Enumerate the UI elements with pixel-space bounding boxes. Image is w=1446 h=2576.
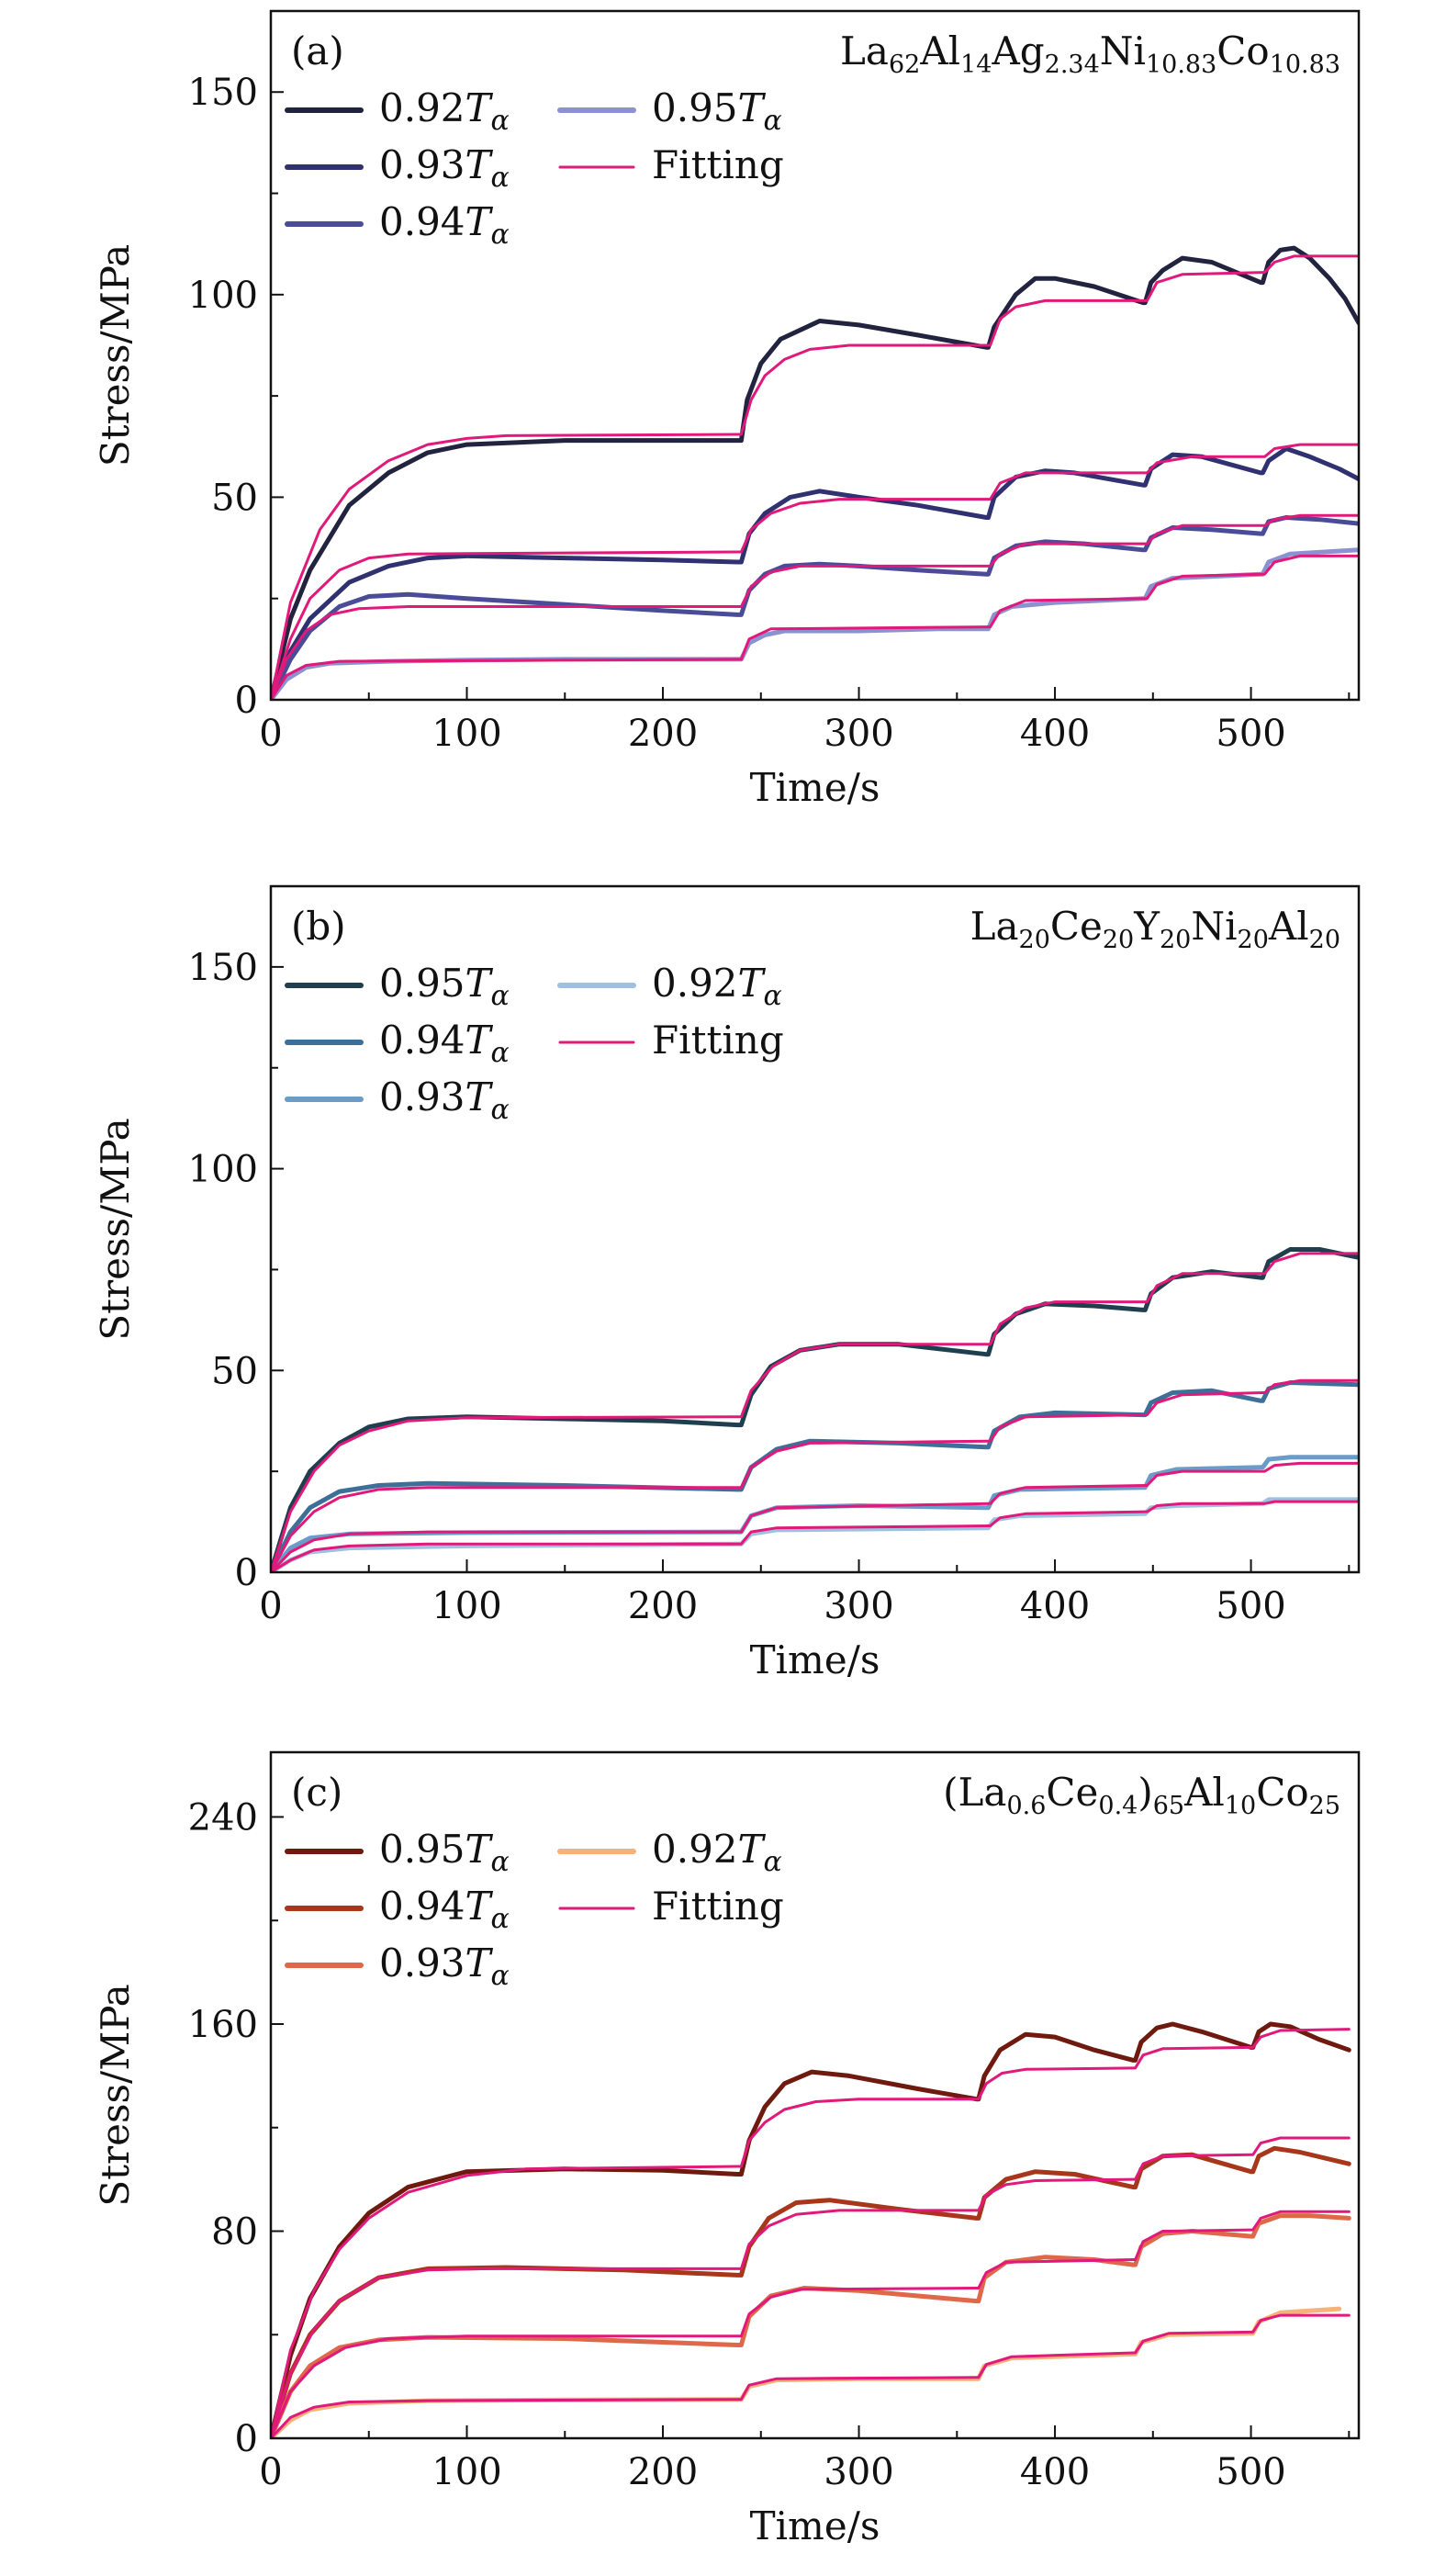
y-axis-label: Stress/MPa: [93, 1118, 138, 1340]
legend-label: 0.92Tα: [652, 961, 782, 1012]
legend-label: 0.93Tα: [379, 1074, 510, 1126]
composition-formula: La62​Al14​Ag2.34​Ni10.83​Co10.83​: [840, 28, 1340, 79]
series-line-fitting: [271, 2313, 1351, 2438]
panel-tag: (b): [291, 904, 346, 949]
legend-label: 0.95Tα: [652, 85, 782, 137]
legend-label: 0.92Tα: [652, 1827, 782, 1878]
y-axis-label: Stress/MPa: [93, 244, 138, 467]
series-group: [271, 1247, 1359, 1572]
x-tick-label: 200: [628, 1585, 698, 1627]
series-line-0.92t: [271, 2306, 1342, 2438]
x-axis-label: Time/s: [750, 2503, 880, 2548]
x-tick-label: 300: [824, 2451, 893, 2493]
y-tick-label: 80: [211, 2210, 258, 2253]
legend-label: Fitting: [652, 1884, 784, 1929]
x-tick-label: 0: [259, 2451, 282, 2493]
x-tick-label: 200: [628, 2451, 698, 2493]
x-axis-label: Time/s: [750, 765, 880, 810]
chart-panel-0: 0 100 200 300 400 500 0 50 100 150 Time/s Stress/MP…: [93, 9, 1361, 810]
legend-label: Fitting: [652, 1018, 784, 1063]
series-group: [271, 2021, 1351, 2438]
y-tick-label: 0: [235, 2418, 258, 2460]
y-tick-label: 0: [235, 1552, 258, 1594]
series-line-fitting: [271, 513, 1359, 700]
chart-panel-1: 0 100 200 300 400 500 0 50 100 150 Time/s Stress/MP…: [93, 884, 1361, 1682]
x-tick-label: 400: [1020, 1585, 1090, 1627]
series-line-fitting: [271, 2136, 1351, 2438]
legend-label: Fitting: [652, 142, 784, 187]
x-tick-label: 100: [432, 2451, 501, 2493]
x-tick-label: 300: [824, 1585, 893, 1627]
plot-frame: [269, 884, 1361, 1574]
legend-label: 0.92Tα: [379, 85, 510, 137]
x-tick-label: 100: [432, 713, 501, 755]
y-tick-label: 150: [188, 72, 258, 114]
series-line-0.95t: [271, 1247, 1359, 1572]
legend-label: 0.94Tα: [379, 1884, 510, 1935]
series-line-fitting: [271, 2028, 1351, 2438]
series-line-fitting: [271, 254, 1359, 700]
x-tick-label: 300: [824, 713, 893, 755]
legend-label: 0.95Tα: [379, 961, 510, 1012]
series-group: [271, 245, 1359, 700]
x-tick-label: 400: [1020, 713, 1090, 755]
series-line-0.95t: [271, 547, 1359, 700]
chart-panel-2: 0 100 200 300 400 500 0 80 160 240 Time/s Stress/MP…: [93, 1750, 1361, 2548]
y-tick-label: 160: [188, 2004, 258, 2046]
x-tick-label: 500: [1216, 2451, 1285, 2493]
series-line-fitting: [271, 1500, 1359, 1572]
y-tick-label: 0: [235, 680, 258, 722]
panel-tag: (a): [291, 28, 344, 73]
series-line-fitting: [271, 443, 1359, 700]
series-line-fitting: [271, 1252, 1359, 1572]
series-line-fitting: [271, 2210, 1351, 2438]
series-line-0.93t: [271, 446, 1359, 700]
y-tick-label: 100: [188, 1149, 258, 1191]
y-tick-label: 50: [211, 477, 258, 519]
legend-label: 0.94Tα: [379, 199, 510, 251]
series-line-fitting: [271, 554, 1359, 700]
y-tick-label: 150: [188, 947, 258, 989]
x-tick-label: 0: [259, 1585, 282, 1627]
series-line-fitting: [271, 1461, 1359, 1572]
x-tick-label: 400: [1020, 2451, 1090, 2493]
y-axis-label: Stress/MPa: [93, 1984, 138, 2206]
legend-label: 0.94Tα: [379, 1018, 510, 1069]
composition-formula: (La0.6​Ce0.4​)65​Al10​Co25​: [943, 1770, 1340, 1820]
y-tick-label: 100: [188, 275, 258, 317]
plot-frame: [269, 1750, 1361, 2440]
y-tick-label: 240: [188, 1796, 258, 1839]
series-line-0.93t: [271, 1455, 1359, 1572]
series-line-0.94t: [271, 2145, 1351, 2438]
legend-label: 0.93Tα: [379, 142, 510, 194]
series-line-0.94t: [271, 515, 1359, 700]
x-tick-label: 500: [1216, 1585, 1285, 1627]
composition-formula: La20​Ce20​Y20​Ni20​Al20​: [970, 904, 1340, 954]
x-tick-label: 500: [1216, 713, 1285, 755]
series-line-0.93t: [271, 2213, 1351, 2438]
series-line-fitting: [271, 1378, 1359, 1572]
panel-tag: (c): [291, 1770, 342, 1815]
plot-frame: [269, 9, 1361, 702]
y-tick-label: 50: [211, 1350, 258, 1392]
series-line-0.92t: [271, 1497, 1359, 1572]
x-tick-label: 200: [628, 713, 698, 755]
series-line-0.94t: [271, 1380, 1359, 1572]
x-axis-label: Time/s: [750, 1637, 880, 1682]
legend-label: 0.95Tα: [379, 1827, 510, 1878]
legend-label: 0.93Tα: [379, 1940, 510, 1992]
x-tick-label: 0: [259, 713, 282, 755]
x-tick-label: 100: [432, 1585, 501, 1627]
